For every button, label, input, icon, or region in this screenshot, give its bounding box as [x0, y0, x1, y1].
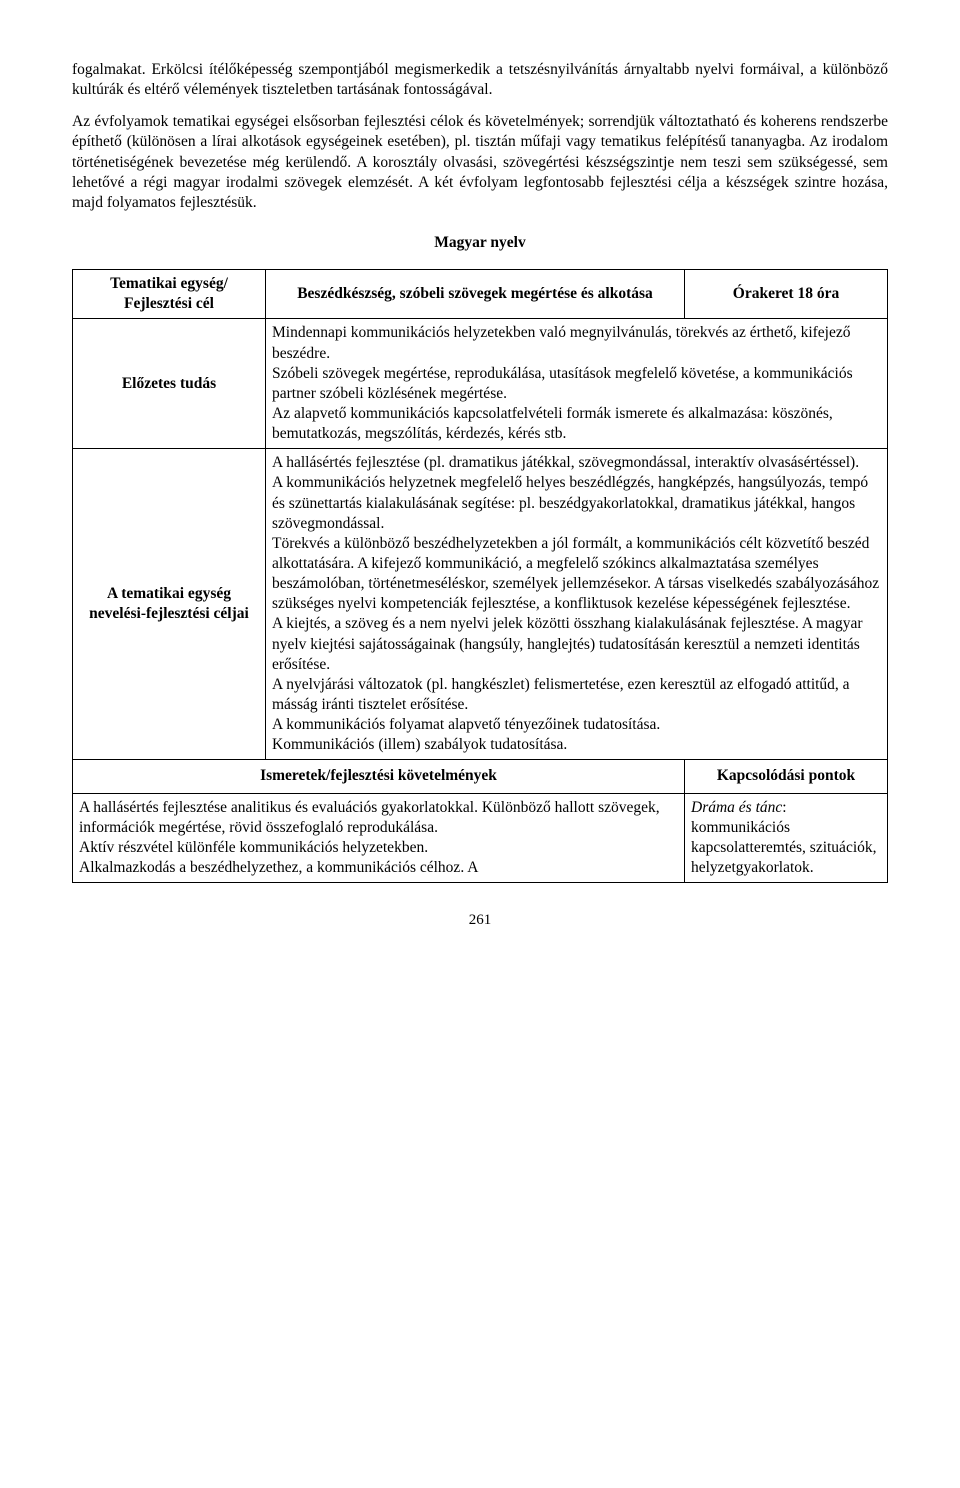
table-row-content: A hallásértés fejlesztése analitikus és … — [73, 793, 888, 883]
row-content-prior: Mindennapi kommunikációs helyzetekben va… — [266, 319, 888, 449]
content-cell-right: Dráma és tánc: kommunikációs kapcsolatte… — [685, 793, 888, 883]
intro-paragraph-2: Az évfolyamok tematikai egységei elsősor… — [72, 112, 888, 213]
subheader-left: Ismeretek/fejlesztési követelmények — [73, 760, 685, 793]
header-cell-right: Órakeret 18 óra — [685, 270, 888, 319]
content-cell-left: A hallásértés fejlesztése analitikus és … — [73, 793, 685, 883]
link-italic: Dráma és tánc — [691, 799, 782, 816]
header-cell-left: Tematikai egység/ Fejlesztési cél — [73, 270, 266, 319]
curriculum-table: Tematikai egység/ Fejlesztési cél Beszéd… — [72, 269, 888, 883]
row-label-prior: Előzetes tudás — [73, 319, 266, 449]
table-row-prior-knowledge: Előzetes tudás Mindennapi kommunikációs … — [73, 319, 888, 449]
section-title: Magyar nyelv — [72, 233, 888, 253]
table-row-subheader: Ismeretek/fejlesztési követelmények Kapc… — [73, 760, 888, 793]
intro-paragraph-1: fogalmakat. Erkölcsi ítélőképesség szemp… — [72, 60, 888, 100]
page-number: 261 — [72, 911, 888, 931]
table-row-goals: A tematikai egység nevelési-fejlesztési … — [73, 449, 888, 760]
table-row-header: Tematikai egység/ Fejlesztési cél Beszéd… — [73, 270, 888, 319]
row-label-goals: A tematikai egység nevelési-fejlesztési … — [73, 449, 266, 760]
row-content-goals: A hallásértés fejlesztése (pl. dramatiku… — [266, 449, 888, 760]
subheader-right: Kapcsolódási pontok — [685, 760, 888, 793]
header-cell-mid: Beszédkészség, szóbeli szövegek megértés… — [266, 270, 685, 319]
